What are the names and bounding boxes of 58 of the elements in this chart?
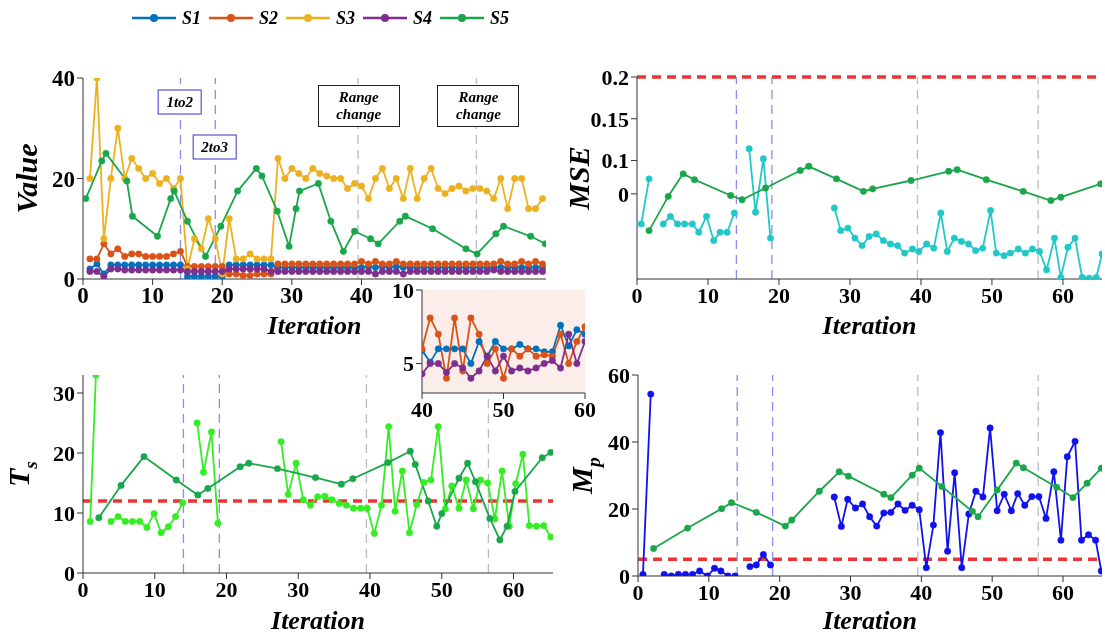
x-tick-label: 50 [430, 576, 453, 602]
y-tick-label: 0.2 [601, 64, 629, 90]
annotation: 1to2 [166, 93, 194, 111]
y-tick-label: 30 [53, 380, 75, 406]
x-tick-label: 40 [909, 282, 932, 308]
legend-label: S2 [259, 8, 279, 28]
y-tick-label: 20 [608, 496, 630, 522]
legend-label: S1 [182, 8, 202, 28]
annotation: 2to3 [201, 138, 228, 156]
x-tick-label: 30 [280, 283, 304, 309]
y-axis-title: Value [9, 143, 43, 214]
note-frame: Range change [317, 85, 400, 128]
legend-label: S3 [336, 8, 356, 28]
x-tick-label: 10 [697, 579, 720, 605]
y-tick-label: 0 [618, 181, 629, 207]
y-tick-label: 0.1 [601, 148, 629, 174]
x-tick-label: 60 [1051, 282, 1074, 308]
x-tick-label: 10 [143, 576, 166, 602]
y-tick-label: 20 [53, 440, 75, 466]
x-tick-label: 30 [838, 282, 861, 308]
x-tick-label: 20 [768, 579, 791, 605]
y-tick-label: 60 [608, 362, 630, 388]
x-tick-label: 30 [839, 579, 862, 605]
y-tick-label: 10 [53, 500, 75, 526]
x-tick-label: 60 [1052, 579, 1075, 605]
x-tick-label: 40 [359, 576, 382, 602]
y-tick-label: 5 [403, 351, 414, 377]
y-tick-label: 40 [608, 429, 630, 455]
x-axis-title: Iteration [266, 311, 362, 340]
note-frame: 1to2 [157, 89, 203, 115]
x-axis-title: Iteration [822, 606, 917, 635]
y-axis-title: MSE [561, 146, 595, 211]
legend-label: S5 [490, 8, 510, 28]
annotation: Range change [454, 89, 502, 124]
x-tick-label: 60 [502, 576, 525, 602]
x-tick-label: 50 [980, 282, 1003, 308]
x-tick-label: 60 [574, 396, 596, 422]
x-tick-label: 40 [411, 396, 433, 422]
note-frame: Range change [437, 85, 520, 128]
x-axis-title: Iteration [821, 311, 917, 340]
x-tick-label: 50 [492, 396, 515, 422]
y-tick-label: 0 [64, 560, 75, 586]
x-tick-label: 20 [215, 576, 238, 602]
x-tick-label: 40 [910, 579, 933, 605]
y-tick-label: 20 [52, 166, 75, 192]
note-frame: 2to3 [192, 134, 237, 160]
x-tick-label: 10 [141, 283, 165, 309]
legend-label: S4 [413, 8, 433, 28]
x-tick-label: 30 [287, 576, 310, 602]
x-tick-label: 20 [210, 283, 234, 309]
annotation: Range change [335, 89, 383, 124]
x-tick-label: 10 [696, 282, 719, 308]
x-tick-label: 50 [981, 579, 1004, 605]
x-tick-label: 20 [767, 282, 790, 308]
x-tick-label: 40 [350, 283, 373, 309]
y-tick-label: 0.15 [590, 106, 629, 132]
y-tick-label: 40 [52, 66, 75, 92]
x-axis-title: Iteration [270, 606, 365, 635]
